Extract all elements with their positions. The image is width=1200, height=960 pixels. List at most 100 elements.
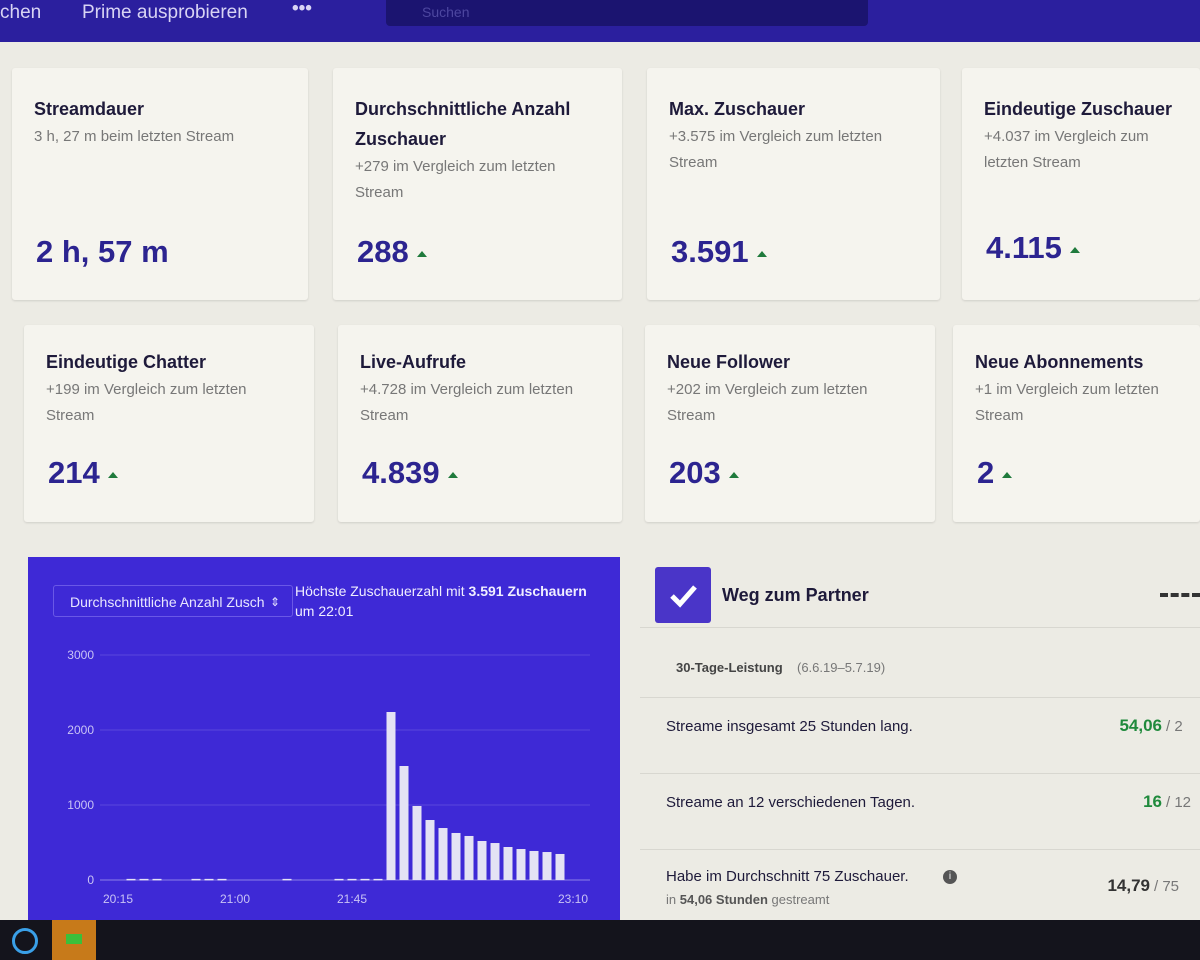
up-arrow (756, 250, 767, 257)
row-label: Habe im Durchschnitt 75 Zuschauer. (666, 868, 909, 885)
taskbar (0, 920, 1200, 960)
value-text: 3.591 (671, 234, 749, 269)
select-text: Durchschnittliche Anzahl Zusch (70, 594, 265, 610)
partner-panel: Weg zum Partner 30-Tage-Leistung (6.6.19… (640, 545, 1200, 920)
bar (503, 847, 513, 880)
hint-text: um 22:01 (295, 603, 354, 619)
bar (555, 853, 565, 880)
bar (529, 850, 539, 880)
stat-card: Eindeutige Chatter +199 im Vergleich zum … (24, 325, 314, 522)
bar (425, 820, 435, 880)
card-value: 2 (977, 455, 1013, 491)
nav-link[interactable]: chen (0, 2, 42, 23)
card-subtitle: +279 im Vergleich zum letzten Stream (355, 158, 556, 201)
period-dates: (6.6.19–5.7.19) (797, 660, 886, 675)
peak-hint: Höchste Zuschauerzahl mit 3.591 Zuschaue… (295, 581, 595, 621)
card-value: 4.839 (362, 455, 458, 491)
select-arrow: ⇕ (269, 595, 280, 609)
menu-dash[interactable] (1160, 593, 1200, 601)
info-icon: i (943, 870, 957, 884)
bar (334, 878, 344, 881)
partner-row: Streame an 12 verschiedenen Tagen. 16/ 12 (640, 773, 1200, 850)
x-tick-label: 21:00 (220, 892, 250, 906)
metric-select[interactable]: Durchschnittliche Anzahl Zusch ⇕ (53, 585, 293, 617)
browser-icon[interactable] (12, 928, 38, 954)
bar (516, 849, 526, 880)
card-value: 4.115 (986, 230, 1080, 266)
row-value: 16 (1143, 792, 1162, 811)
value-text: 4.115 (986, 230, 1062, 265)
card-value: 2 h, 57 m (36, 234, 169, 270)
bar (139, 878, 149, 881)
card-value: 214 (48, 455, 118, 491)
card-title: Durchschnittliche Anzahl Zuschauer (355, 99, 571, 149)
stat-card: Eindeutige Zuschauer +4.037 im Vergleich … (962, 68, 1200, 300)
bar (360, 878, 370, 881)
bar (126, 878, 136, 881)
bar (464, 835, 474, 880)
card-value: 288 (357, 234, 427, 270)
stat-card: Max. Zuschauer +3.575 im Vergleich zum le… (647, 68, 940, 300)
partner-row: Streame insgesamt 25 Stunden lang. 54,06/… (640, 697, 1200, 774)
period: 30-Tage-Leistung (676, 660, 783, 675)
bar (282, 878, 292, 881)
bar (204, 878, 214, 881)
up-arrow (1002, 471, 1013, 478)
bar (412, 805, 422, 880)
partner-row: Habe im Durchschnitt 75 Zuschauer. 14,79/… (640, 849, 1200, 926)
bar (490, 843, 500, 880)
more-menu[interactable]: ••• (292, 0, 312, 19)
app-glyph (66, 934, 82, 944)
value-text: 203 (669, 455, 721, 490)
note-text: in (666, 892, 677, 907)
card-title: Max. Zuschauer (669, 99, 806, 119)
value-text: 2 (977, 455, 995, 490)
card-subtitle: +4.728 im Vergleich zum letzten Stream (360, 381, 574, 424)
card-value: 3.591 (671, 234, 767, 270)
note-text: gestreamt (771, 892, 830, 907)
nav-link[interactable]: Prime ausprobieren (82, 2, 248, 23)
card-subtitle: 3 h, 27 m beim letzten Stream (34, 128, 235, 145)
bar (542, 852, 552, 880)
bar (152, 878, 162, 881)
value-text: 288 (357, 234, 409, 269)
partner-title: Weg zum Partner (722, 585, 869, 605)
value-text: 4.839 (362, 455, 440, 490)
hint-text: Höchste Zuschauerzahl mit (295, 583, 465, 599)
row-label: Streame insgesamt 25 Stunden lang. (666, 718, 913, 735)
up-arrow (1069, 246, 1080, 253)
bar (438, 828, 448, 880)
app-icon[interactable] (52, 920, 96, 960)
row-note: in 54,06 Stunden gestreamt (666, 892, 829, 907)
card-title: Eindeutige Zuschauer (984, 99, 1173, 119)
chart-panel: Durchschnittliche Anzahl Zusch ⇕ Höchste … (28, 557, 620, 920)
x-tick-label: 23:10 (558, 892, 588, 906)
stat-card: Neue Abonnements +1 im Vergleich zum letz… (953, 325, 1200, 522)
up-arrow (416, 250, 427, 257)
row-value: 14,79 (1107, 876, 1150, 895)
top-nav: chen Prime ausprobieren ••• Suchen (0, 0, 1200, 42)
period-row: 30-Tage-Leistung (6.6.19–5.7.19) (640, 627, 1200, 698)
bar (347, 878, 357, 881)
stat-card: Streamdauer 3 h, 27 m beim letzten Stream… (12, 68, 308, 300)
check (670, 585, 697, 608)
up-arrow (728, 471, 739, 478)
bar (451, 832, 461, 880)
x-tick-label: 20:15 (103, 892, 133, 906)
row-target: / 12 (1166, 794, 1192, 811)
card-subtitle: +1 im Vergleich zum letzten Stream (975, 381, 1159, 424)
bar (386, 712, 396, 880)
card-subtitle: +4.037 im Vergleich zum letzten Stream (984, 128, 1149, 171)
card-title: Eindeutige Chatter (46, 352, 207, 372)
y-tick-label: 0 (87, 873, 94, 887)
y-tick-label: 2000 (67, 723, 94, 737)
card-subtitle: +3.575 im Vergleich zum letzten Stream (669, 128, 883, 171)
search-box[interactable]: Suchen (386, 0, 868, 26)
bar (399, 766, 409, 880)
up-arrow (447, 471, 458, 478)
card-subtitle: +202 im Vergleich zum letzten Stream (667, 381, 868, 424)
row-value: 54,06 (1119, 716, 1162, 735)
y-tick-label: 3000 (67, 648, 94, 662)
card-title: Streamdauer (34, 99, 145, 119)
